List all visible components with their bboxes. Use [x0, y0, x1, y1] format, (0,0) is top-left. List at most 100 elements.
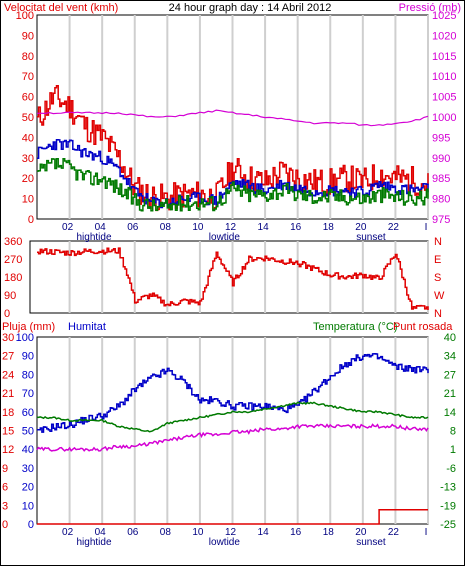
temperature-y-tick-label: 27	[444, 369, 456, 381]
pressure-y-tick-label: 1000	[432, 112, 456, 124]
rain-y-tick-label: 9	[2, 463, 8, 475]
rain-y-tick-label: 6	[2, 482, 8, 494]
wind-y-tick-label: 50	[22, 112, 34, 124]
series-direction	[37, 247, 429, 310]
compass-tick-label: S	[434, 272, 441, 284]
rain-y-tick-label: 21	[2, 388, 14, 400]
x-tick-label: 22	[388, 222, 400, 233]
hightide-label: hightide	[77, 537, 112, 548]
humidity-axis-label: Humitat	[68, 321, 106, 333]
wind-y-tick-label: 30	[22, 153, 34, 165]
pressure-y-tick-label: 1015	[432, 51, 456, 63]
series-dewpoint	[36, 423, 429, 452]
temperature-axis-label: Temperatura (°C)	[313, 321, 397, 333]
pressure-y-tick-label: 980	[432, 194, 450, 206]
pressure-y-tick-label: 1025	[432, 10, 456, 22]
temperature-y-tick-label: -13	[440, 482, 456, 494]
x-tick-label: I	[425, 527, 428, 538]
humidity-y-tick-label: 100	[16, 332, 34, 344]
wind-y-tick-label: 60	[22, 92, 34, 104]
series-minimum	[37, 157, 429, 212]
rain-y-tick-label: 18	[2, 407, 14, 419]
humidity-y-tick-label: 70	[22, 388, 34, 400]
direction-y-tick-label: 360	[4, 236, 22, 248]
compass-tick-label: E	[434, 254, 441, 266]
temperature-y-tick-label: -19	[440, 500, 456, 512]
x-tick-label: 08	[160, 222, 172, 233]
rain-axis-label: Pluja (mm)	[2, 321, 55, 333]
humidity-y-tick-label: 10	[22, 500, 34, 512]
wind-y-tick-label: 40	[22, 132, 34, 144]
x-tick-label: 12	[225, 222, 237, 233]
x-tick-label: 20	[355, 222, 367, 233]
wind-y-tick-label: 100	[16, 10, 34, 22]
compass-tick-label: N	[434, 236, 442, 248]
temperature-y-tick-label: 34	[444, 351, 456, 363]
x-tick-label: 18	[323, 222, 335, 233]
humidity-y-tick-label: 40	[22, 444, 34, 456]
x-tick-label: 16	[290, 222, 302, 233]
x-tick-label: 18	[323, 527, 335, 538]
temperature-y-tick-label: -6	[446, 463, 456, 475]
rain-y-tick-label: 27	[2, 351, 14, 363]
temperature-y-tick-label: 8	[450, 426, 456, 438]
x-tick-label: I	[425, 222, 428, 233]
rain-y-tick-label: 3	[2, 500, 8, 512]
x-tick-label: 12	[225, 527, 237, 538]
rain-y-tick-label: 15	[2, 426, 14, 438]
humidity-y-tick-label: 80	[22, 369, 34, 381]
lowtide-label: lowtide	[209, 232, 241, 243]
humidity-y-tick-label: 90	[22, 351, 34, 363]
compass-tick-label: N	[434, 308, 442, 320]
series-temperature	[36, 401, 429, 433]
series-pressure	[36, 109, 429, 127]
sunset-label: sunset	[356, 537, 386, 548]
x-tick-label: 10	[192, 527, 204, 538]
temperature-y-tick-label: 40	[444, 332, 456, 344]
wind-axis-label: Velocitat del vent (kmh)	[4, 2, 118, 14]
x-tick-label: 20	[355, 527, 367, 538]
wind-y-tick-label: 70	[22, 71, 34, 83]
humidity-y-tick-label: 0	[28, 519, 34, 531]
rain-y-tick-label: 12	[2, 444, 14, 456]
hightide-label: hightide	[77, 232, 112, 243]
temperature-y-tick-label: 21	[444, 388, 456, 400]
pressure-y-tick-label: 1020	[432, 30, 456, 42]
sunset-label: sunset	[356, 232, 386, 243]
wind-y-tick-label: 80	[22, 51, 34, 63]
humidity-y-tick-label: 30	[22, 463, 34, 475]
compass-tick-label: W	[434, 290, 445, 302]
humidity-y-tick-label: 20	[22, 482, 34, 494]
x-tick-label: 16	[290, 527, 302, 538]
x-tick-label: 02	[62, 527, 74, 538]
x-tick-label: 08	[160, 527, 172, 538]
humidity-y-tick-label: 50	[22, 426, 34, 438]
x-tick-label: 04	[95, 527, 107, 538]
temperature-y-tick-label: 14	[444, 407, 456, 419]
series-layer	[36, 84, 429, 525]
wind-y-tick-label: 20	[22, 173, 34, 185]
wind-y-tick-label: 10	[22, 194, 34, 206]
humidity-y-tick-label: 60	[22, 407, 34, 419]
dewpoint-axis-label: Punt rosada	[393, 321, 453, 333]
x-tick-label: 10	[192, 222, 204, 233]
x-tick-label: 14	[258, 222, 270, 233]
temperature-y-tick-label: -25	[440, 519, 456, 531]
pressure-axis-label: Pressió (mb)	[399, 2, 461, 14]
x-tick-label: 02	[62, 222, 74, 233]
x-tick-label: 06	[127, 222, 139, 233]
temperature-y-tick-label: 1	[450, 444, 456, 456]
rain-y-tick-label: 30	[2, 332, 14, 344]
pressure-y-tick-label: 995	[432, 132, 450, 144]
wind-y-tick-label: 0	[28, 214, 34, 226]
series-rain	[37, 508, 428, 525]
x-tick-label: 22	[388, 527, 400, 538]
pressure-y-tick-label: 985	[432, 173, 450, 185]
series-humidity	[37, 353, 429, 433]
chart-title: 24 hour graph day : 14 Abril 2012	[169, 2, 332, 14]
pressure-y-tick-label: 1005	[432, 92, 456, 104]
x-tick-label: 14	[258, 527, 270, 538]
